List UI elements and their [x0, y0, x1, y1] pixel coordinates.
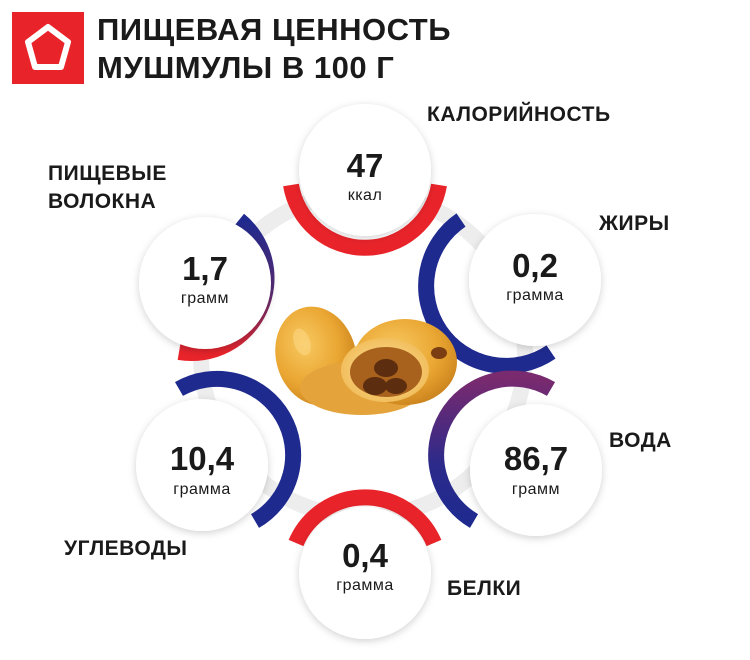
node-calories: 47 ккал	[283, 104, 447, 256]
arc-protein	[288, 489, 442, 547]
pentagon-logo-icon	[12, 12, 84, 84]
value-protein: 0,4	[342, 537, 389, 574]
value-water: 86,7	[504, 440, 568, 477]
label-protein: БЕЛКИ	[447, 577, 522, 600]
value-carbs: 10,4	[170, 440, 235, 477]
unit-calories: ккал	[348, 187, 383, 204]
node-circle-protein	[299, 507, 431, 639]
label-carbs: УГЛЕВОДЫ	[64, 537, 188, 560]
node-circle-water	[470, 404, 602, 536]
title-line-2: МУШМУЛЫ В 100 Г	[97, 50, 395, 85]
page-title: ПИЩЕВАЯ ЦЕННОСТЬ МУШМУЛЫ В 100 Г	[97, 11, 451, 87]
title-line-1: ПИЩЕВАЯ ЦЕННОСТЬ	[97, 12, 451, 47]
value-calories: 47	[347, 147, 384, 184]
arc-carbs	[175, 370, 302, 528]
value-fiber: 1,7	[182, 250, 228, 287]
value-fat: 0,2	[512, 247, 558, 284]
node-water: 86,7 грамм	[428, 370, 602, 536]
loquat-fruit-image	[275, 306, 457, 415]
arc-water	[428, 370, 556, 528]
node-protein: 0,4 грамма	[288, 489, 442, 639]
unit-protein: грамма	[336, 577, 394, 594]
arc-calories	[283, 183, 447, 256]
label-calories: КАЛОРИЙНОСТЬ	[427, 103, 611, 126]
label-water: ВОДА	[609, 429, 672, 452]
label-fiber: ПИЩЕВЫЕ ВОЛОКНА	[48, 162, 167, 213]
unit-carbs: грамма	[173, 481, 231, 498]
node-circle-calories	[299, 104, 431, 236]
node-circle-carbs	[136, 399, 268, 531]
unit-water: грамм	[512, 481, 560, 498]
unit-fat: грамма	[506, 287, 564, 304]
node-circle-fiber	[139, 217, 271, 349]
label-fat: ЖИРЫ	[599, 212, 670, 235]
unit-fiber: грамм	[181, 290, 229, 307]
node-fat: 0,2 грамма	[418, 213, 601, 374]
node-fiber: 1,7 грамм	[139, 213, 275, 362]
node-carbs: 10,4 грамма	[136, 370, 302, 531]
node-circle-fat	[469, 214, 601, 346]
